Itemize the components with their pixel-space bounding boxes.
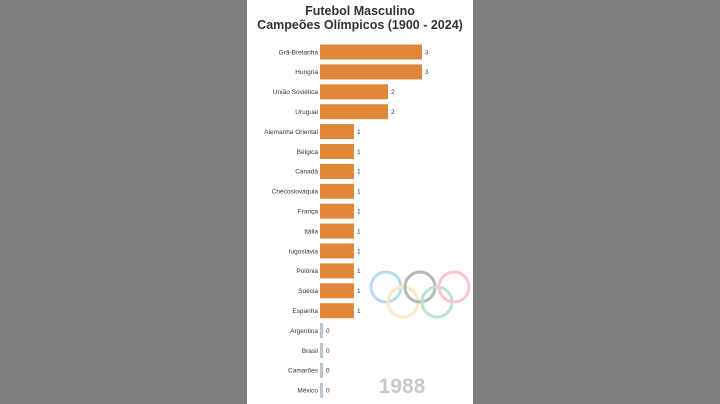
ring-green [420,285,454,319]
value-label: 0 [326,348,330,355]
bars-group: Grã-Bretanha 3 Hungria 3 União Soviética 2 Uru… [264,44,429,398]
value-label: 1 [357,228,361,235]
value-label: 1 [357,129,361,136]
value-label: 0 [326,368,330,375]
category-label: Camarões [288,368,319,375]
value-label: 2 [391,109,395,116]
bar [320,144,354,159]
bar [320,362,323,378]
category-label: Iugoslávia [289,248,319,255]
bar [320,382,323,398]
bar [320,343,323,358]
value-label: 0 [326,328,330,335]
value-label: 1 [357,149,361,156]
category-label: Polônia [296,268,318,275]
value-label: 1 [357,209,361,216]
category-label: Canadá [295,169,318,176]
category-label: Itália [304,228,318,235]
value-label: 0 [326,388,330,395]
value-label: 2 [391,89,395,96]
category-label: Espanha [292,308,318,315]
category-label: Alemanha Oriental [264,129,318,136]
category-label: França [298,209,319,216]
category-label: União Soviética [273,89,319,96]
value-label: 3 [425,49,429,56]
chart-panel: Futebol Masculino Campeões Olímpicos (19… [247,0,473,404]
year-label: 1988 [379,375,426,398]
ring-blue [369,270,403,304]
value-label: 1 [357,189,361,196]
bar [320,323,323,339]
bar [320,64,422,80]
ring-red [437,270,471,304]
category-label: Grã-Bretanha [279,49,319,56]
value-label: 1 [357,268,361,275]
bar [320,283,354,299]
letterbox-left [0,0,247,404]
value-label: 1 [357,169,361,176]
olympic-rings-icon [369,270,471,319]
category-label: Hungria [295,69,318,76]
bar [320,243,354,259]
category-label: Suécia [298,288,318,295]
chart-title: Futebol Masculino [305,4,415,18]
bar [320,44,422,60]
bar [320,84,388,100]
bar [320,303,354,319]
category-label: México [297,388,318,395]
value-label: 1 [357,248,361,255]
chart-subtitle: Campeões Olímpicos (1900 - 2024) [257,18,463,32]
letterbox-right [473,0,720,404]
category-label: Checoslováquia [272,189,319,196]
value-label: 3 [425,69,429,76]
bar [320,124,354,140]
category-label: Uruguai [295,109,318,116]
bar [320,163,354,179]
ring-black [403,270,437,304]
bar-chart: 1988 Grã-Bretanha 3 Hungria 3 União Soviétic… [264,44,471,398]
bar [320,104,388,120]
category-label: Bélgica [297,149,319,156]
bar [320,203,354,219]
value-label: 1 [357,308,361,315]
category-label: Brasil [302,348,319,355]
bar [320,263,354,279]
bar [320,223,354,239]
ring-yellow [386,285,420,319]
value-label: 1 [357,288,361,295]
category-label: Argentina [290,328,318,335]
bar [320,183,354,199]
